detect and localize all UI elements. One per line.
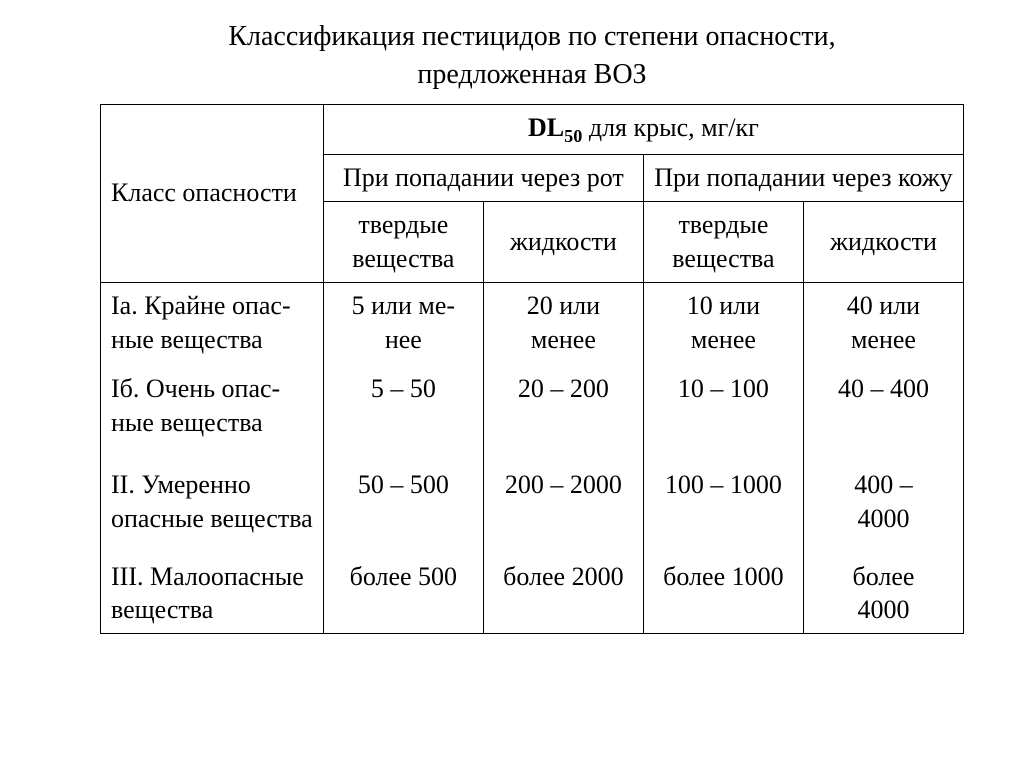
table-row: III. Малоопасныевещества более 500 более…: [101, 554, 964, 634]
cell: более 500: [323, 554, 483, 634]
t: 10 илименее: [687, 291, 760, 354]
t: 50 – 500: [358, 470, 449, 499]
header-class: Класс опасности: [101, 104, 324, 282]
t: 20 илименее: [527, 291, 600, 354]
title-line-1: Классификация пестицидов по степени опас…: [228, 21, 835, 52]
cell: 20 – 200: [483, 362, 643, 458]
cell-class: Iб. Очень опас-ные вещества: [101, 362, 324, 458]
t: III. Малоопасныевещества: [111, 562, 304, 625]
pesticide-classification-table: Класс опасности DL50 для крыс, мг/кг При…: [100, 104, 964, 635]
t: более 500: [350, 562, 457, 591]
t: более 1000: [663, 562, 783, 591]
header-oral-liquid: жидкости: [483, 202, 643, 283]
header-dermal-text: При попадании через кожу: [654, 163, 952, 192]
header-oral: При попадании через рот: [323, 155, 643, 202]
t: 5 – 50: [371, 374, 436, 403]
hdr-liquid-2: жидкости: [830, 227, 937, 256]
hdr-solid-1: твердые вещества: [352, 210, 454, 273]
title-line-2: предложенная ВОЗ: [417, 59, 646, 90]
table-row: Iа. Крайне опас-ные вещества 5 или ме-не…: [101, 282, 964, 362]
t: 400 –4000: [854, 470, 913, 533]
cell: 10 илименее: [643, 282, 803, 362]
table-row: II. Умеренноопасные вещества 50 – 500 20…: [101, 458, 964, 554]
cell: 20 илименее: [483, 282, 643, 362]
dl50-prefix: DL: [528, 113, 564, 142]
hdr-liquid-1: жидкости: [510, 227, 617, 256]
t: 200 – 2000: [505, 470, 622, 499]
t: более 2000: [503, 562, 623, 591]
cell: 10 – 100: [643, 362, 803, 458]
header-dermal-solid: твердые вещества: [643, 202, 803, 283]
cell: более 2000: [483, 554, 643, 634]
t: 20 – 200: [518, 374, 609, 403]
dl50-sub: 50: [564, 126, 582, 146]
cell: 400 –4000: [803, 458, 963, 554]
t: более4000: [852, 562, 914, 625]
t: Iа. Крайне опас-ные вещества: [111, 291, 291, 354]
cell: 5 – 50: [323, 362, 483, 458]
t: Iб. Очень опас-ные вещества: [111, 374, 280, 437]
t: 40 илименее: [847, 291, 920, 354]
header-oral-text: При попадании через рот: [343, 163, 624, 192]
t: 5 или ме-нее: [352, 291, 455, 354]
header-oral-solid: твердые вещества: [323, 202, 483, 283]
cell: 40 – 400: [803, 362, 963, 458]
cell: более 1000: [643, 554, 803, 634]
table-row: Iб. Очень опас-ные вещества 5 – 50 20 – …: [101, 362, 964, 458]
t: 10 – 100: [678, 374, 769, 403]
cell-class: II. Умеренноопасные вещества: [101, 458, 324, 554]
cell: 5 или ме-нее: [323, 282, 483, 362]
cell: более4000: [803, 554, 963, 634]
header-dermal-liquid: жидкости: [803, 202, 963, 283]
cell: 100 – 1000: [643, 458, 803, 554]
cell: 200 – 2000: [483, 458, 643, 554]
cell: 40 илименее: [803, 282, 963, 362]
header-dermal: При попадании через кожу: [643, 155, 963, 202]
t: 40 – 400: [838, 374, 929, 403]
cell: 50 – 500: [323, 458, 483, 554]
dl50-suffix: для крыс, мг/кг: [582, 113, 758, 142]
header-dl50: DL50 для крыс, мг/кг: [323, 104, 963, 155]
cell-class: Iа. Крайне опас-ные вещества: [101, 282, 324, 362]
cell-class: III. Малоопасныевещества: [101, 554, 324, 634]
t: II. Умеренноопасные вещества: [111, 470, 313, 533]
header-class-text: Класс опасности: [111, 178, 297, 207]
t: 100 – 1000: [665, 470, 782, 499]
table-title: Классификация пестицидов по степени опас…: [100, 18, 964, 94]
hdr-solid-2: твердые вещества: [672, 210, 774, 273]
